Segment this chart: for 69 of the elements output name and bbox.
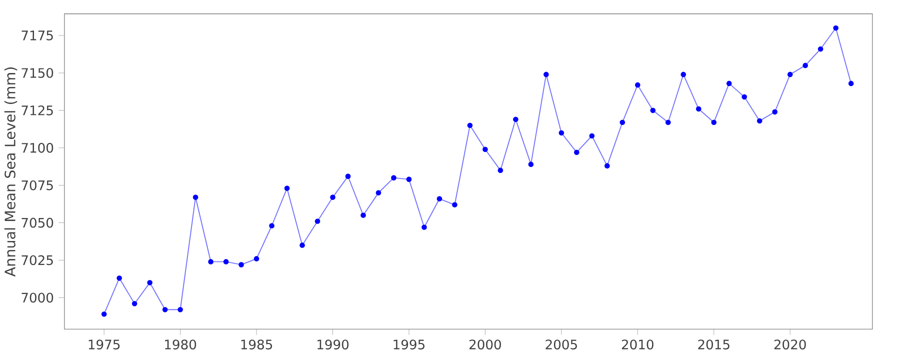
point <box>802 62 808 68</box>
y-tick-label: 7050 <box>22 218 54 228</box>
point <box>223 259 229 264</box>
point <box>665 120 671 126</box>
point <box>406 176 412 182</box>
point <box>528 162 534 168</box>
x-tick-label: 1985 <box>241 340 272 350</box>
point <box>345 174 351 180</box>
point <box>772 109 778 115</box>
point <box>147 280 152 286</box>
point <box>238 262 244 268</box>
point <box>604 163 610 169</box>
point <box>787 72 793 78</box>
x-tick-label: 2005 <box>546 340 577 350</box>
point <box>650 108 656 114</box>
y-tick-label: 7150 <box>22 68 54 78</box>
point <box>330 194 336 200</box>
y-tick-label: 7000 <box>22 292 54 303</box>
point <box>726 80 732 86</box>
point <box>634 82 640 88</box>
point <box>696 106 702 112</box>
point <box>116 276 122 281</box>
point <box>711 120 717 126</box>
y-tick-label: 7100 <box>22 143 54 153</box>
point <box>391 175 396 181</box>
point <box>742 94 748 100</box>
point <box>178 307 183 312</box>
point <box>680 72 686 78</box>
point <box>422 224 427 230</box>
point <box>269 223 274 229</box>
point <box>513 116 518 122</box>
point <box>467 122 473 128</box>
point <box>360 212 366 218</box>
point <box>254 256 260 262</box>
point <box>300 242 305 248</box>
point <box>574 150 580 156</box>
point <box>756 118 762 124</box>
x-tick-label: 1975 <box>88 340 120 350</box>
point <box>620 120 626 126</box>
x-tick-label: 2020 <box>774 340 806 350</box>
y-tick-label: 7125 <box>22 106 53 116</box>
x-tick-label: 2015 <box>698 340 730 350</box>
point <box>376 190 382 196</box>
y-tick-label: 7075 <box>22 180 53 190</box>
point <box>482 146 488 152</box>
x-tick-label: 1980 <box>165 340 196 350</box>
point <box>314 218 320 224</box>
point <box>833 26 838 31</box>
y-tick-label: 7175 <box>22 30 53 41</box>
x-tick-label: 2000 <box>470 340 501 350</box>
x-tick-label: 2010 <box>622 340 654 350</box>
point <box>132 301 138 306</box>
point <box>162 307 168 312</box>
point <box>284 186 290 192</box>
point <box>192 194 198 200</box>
x-tick-label: 1995 <box>394 340 424 350</box>
point <box>452 202 458 208</box>
point <box>101 312 107 317</box>
point <box>436 196 442 202</box>
point <box>498 168 504 174</box>
y-tick-label: 7025 <box>22 255 53 266</box>
point <box>208 259 214 264</box>
point <box>558 130 564 136</box>
point <box>544 72 549 78</box>
point <box>848 80 854 86</box>
point <box>818 46 824 52</box>
y-axis-title: Annual Mean Sea Level (mm) <box>4 68 18 277</box>
x-tick-label: 1990 <box>318 340 349 350</box>
point <box>589 133 595 139</box>
